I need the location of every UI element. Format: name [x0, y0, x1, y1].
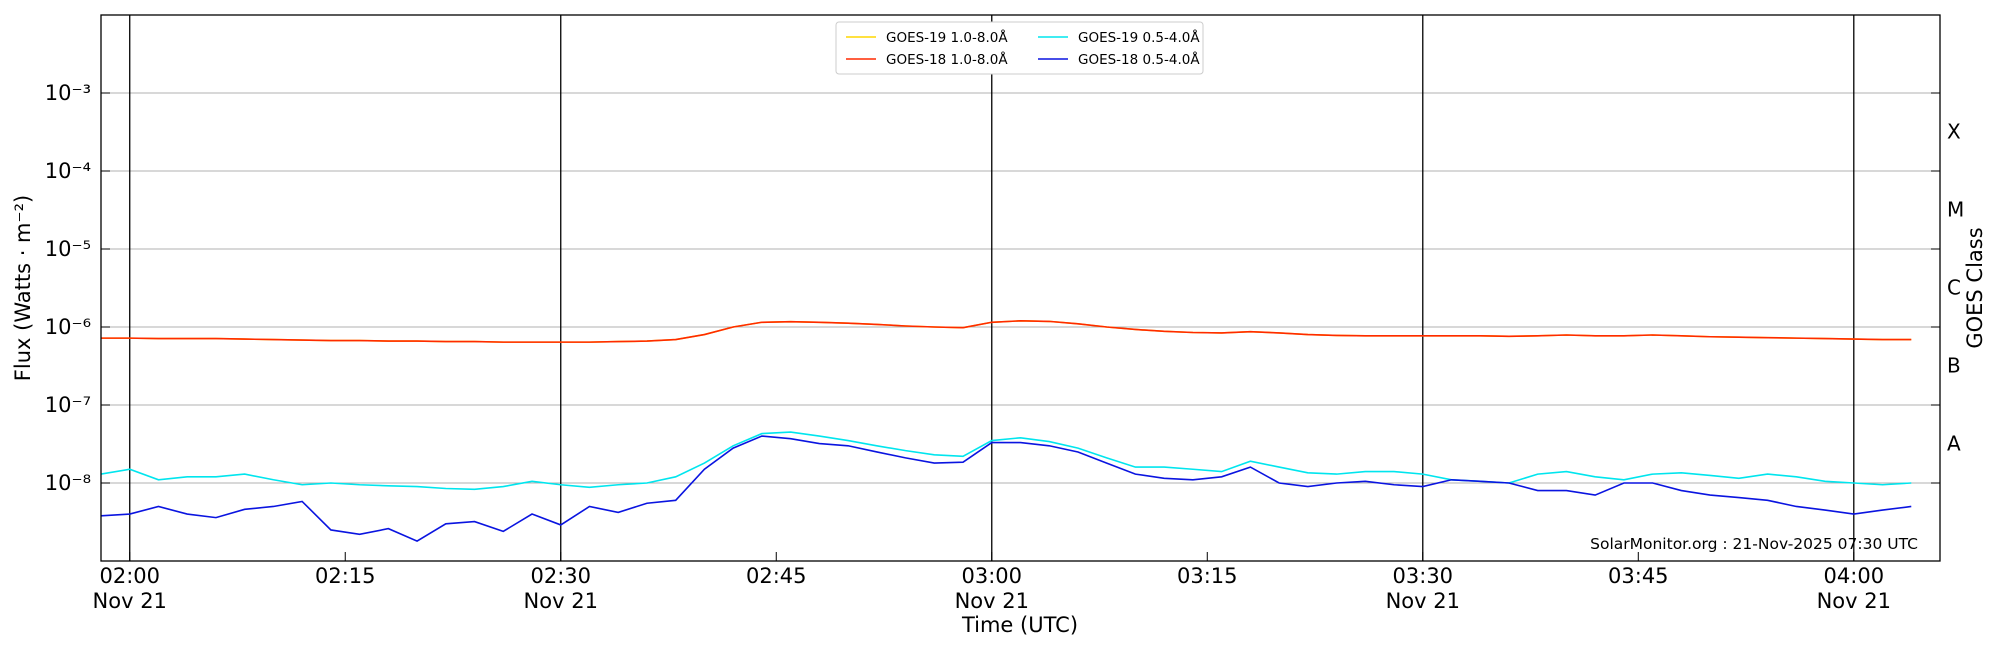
x-tick-label: 02:30 Nov 21 [524, 564, 598, 613]
y-tick-label: 10⁻³ [45, 81, 91, 105]
legend-label: GOES-18 0.5-4.0Å [1078, 51, 1200, 68]
y2-axis-label: GOES Class [1963, 227, 1987, 348]
y-tick-label: 10⁻⁴ [45, 159, 91, 183]
y-tick-label: 10⁻⁸ [45, 471, 91, 495]
y-tick-label: 10⁻⁷ [45, 393, 91, 417]
legend-label: GOES-18 1.0-8.0Å [886, 51, 1008, 68]
legend-label: GOES-19 0.5-4.0Å [1078, 29, 1200, 46]
legend-label: GOES-19 1.0-8.0Å [886, 29, 1008, 46]
y2-tick-label: C [1947, 276, 1961, 300]
x-tick-label: 04:00 Nov 21 [1817, 564, 1891, 613]
x-tick-label: 03:30 Nov 21 [1386, 564, 1460, 613]
x-tick-label: 02:15 [315, 564, 376, 588]
series-line [101, 435, 1912, 542]
y-tick-label: 10⁻⁵ [45, 237, 91, 261]
x-tick-label: 02:00 Nov 21 [93, 564, 167, 613]
y2-tick-label: X [1947, 120, 1961, 144]
y2-tick-label: M [1947, 198, 1964, 222]
y2-tick-label: B [1947, 354, 1961, 378]
x-tick-label: 03:00 Nov 21 [955, 564, 1029, 613]
x-axis-label: Time (UTC) [961, 613, 1078, 637]
y2-tick-label: A [1947, 432, 1961, 456]
legend-box [835, 21, 1204, 75]
x-tick-label: 03:45 [1608, 564, 1669, 588]
plot-frame [100, 14, 1941, 562]
annotation: SolarMonitor.org : 21-Nov-2025 07:30 UTC [1590, 535, 1918, 553]
y-tick-label: 10⁻⁶ [45, 315, 91, 339]
x-tick-label: 02:45 [746, 564, 807, 588]
y-axis-label: Flux (Watts · m⁻²) [11, 195, 35, 381]
series-line [101, 320, 1912, 343]
series-line [101, 431, 1912, 491]
x-tick-label: 03:15 [1177, 564, 1238, 588]
